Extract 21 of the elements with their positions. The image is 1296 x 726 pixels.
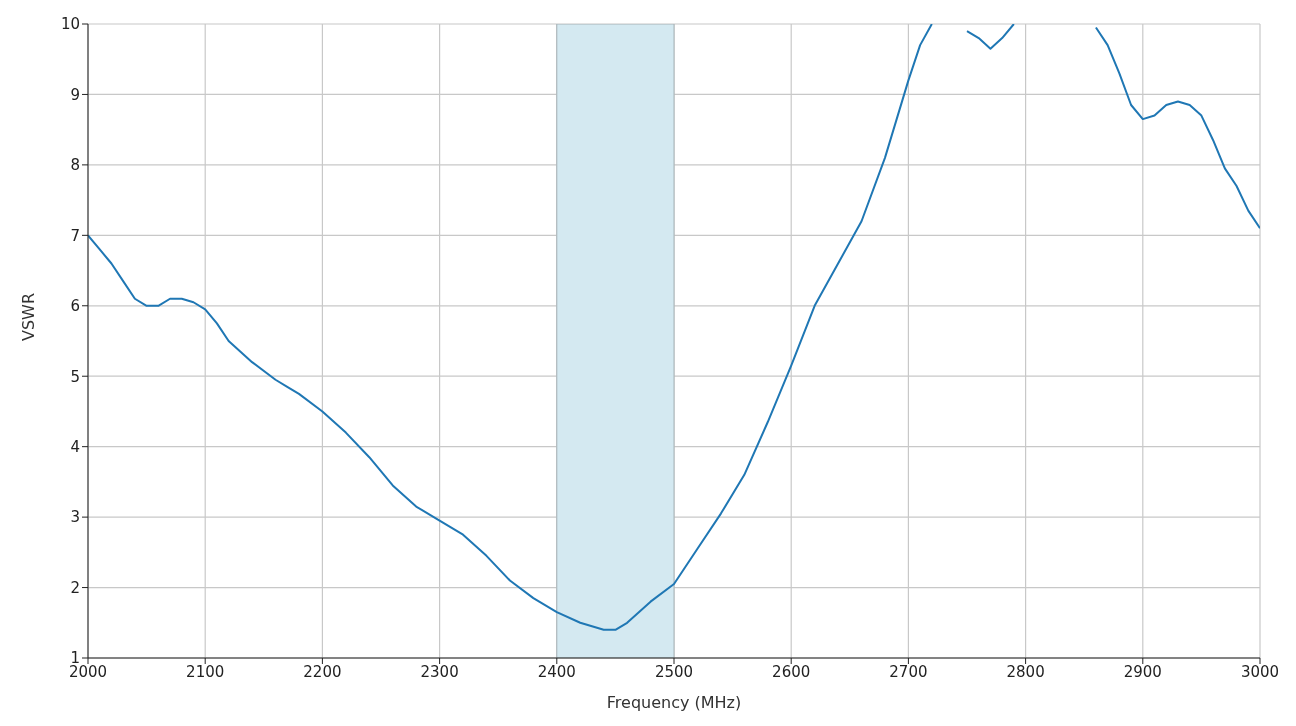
x-tick-label: 2100 (186, 662, 225, 681)
y-tick-label: 7 (70, 226, 80, 245)
y-tick-label: 9 (70, 85, 80, 104)
y-tick-label: 8 (70, 156, 80, 175)
x-tick-label: 2200 (303, 662, 342, 681)
x-tick-label: 2400 (537, 662, 576, 681)
y-tick-label: 3 (70, 508, 80, 527)
y-tick-label: 6 (70, 297, 80, 316)
y-tick-label: 2 (70, 578, 80, 597)
x-tick-label: 2800 (1006, 662, 1045, 681)
x-tick-label: 2600 (772, 662, 811, 681)
y-tick-label: 5 (70, 367, 80, 386)
x-tick-label: 2300 (420, 662, 459, 681)
x-tick-label: 2900 (1123, 662, 1162, 681)
y-tick-label: 4 (70, 437, 80, 456)
x-axis-title: Frequency (MHz) (606, 693, 742, 712)
x-tick-label: 2700 (889, 662, 928, 681)
y-tick-label: 10 (60, 15, 80, 34)
x-tick-label: 2500 (654, 662, 694, 681)
x-tick-label: 3000 (1240, 662, 1280, 681)
y-axis-title: VSWR (18, 292, 38, 341)
